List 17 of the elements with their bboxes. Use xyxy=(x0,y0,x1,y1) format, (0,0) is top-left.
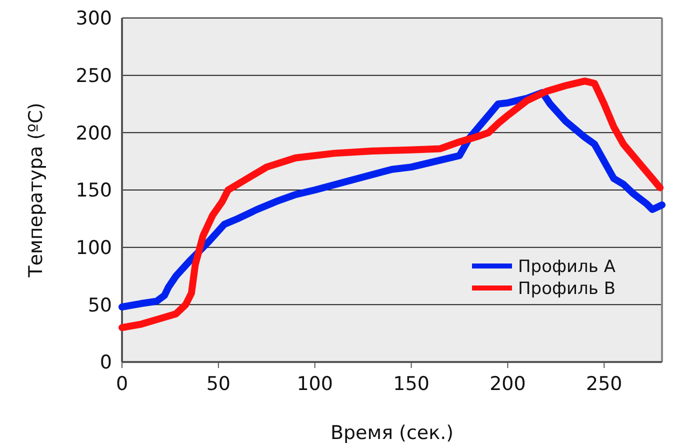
x-tick-label: 50 xyxy=(206,373,231,395)
y-tick-label: 100 xyxy=(76,236,112,259)
legend-label: Профиль А xyxy=(518,256,616,277)
y-tick-label: 250 xyxy=(76,64,112,87)
x-tick-label: 250 xyxy=(586,373,622,395)
y-tick-label: 300 xyxy=(76,8,112,30)
x-tick-label: 100 xyxy=(296,373,333,395)
x-tick-label: 150 xyxy=(393,373,430,395)
y-tick-label: 50 xyxy=(88,294,112,316)
y-tick-label: 0 xyxy=(100,352,112,374)
x-tick-label: 200 xyxy=(490,373,526,395)
y-axis-title: Температура (ºC) xyxy=(25,102,47,278)
x-axis-title: Время (сек.) xyxy=(330,422,454,444)
x-tick-label: 0 xyxy=(116,373,128,395)
y-tick-label: 200 xyxy=(76,122,112,144)
y-tick-label: 150 xyxy=(76,180,112,202)
legend-label: Профиль В xyxy=(518,278,616,299)
